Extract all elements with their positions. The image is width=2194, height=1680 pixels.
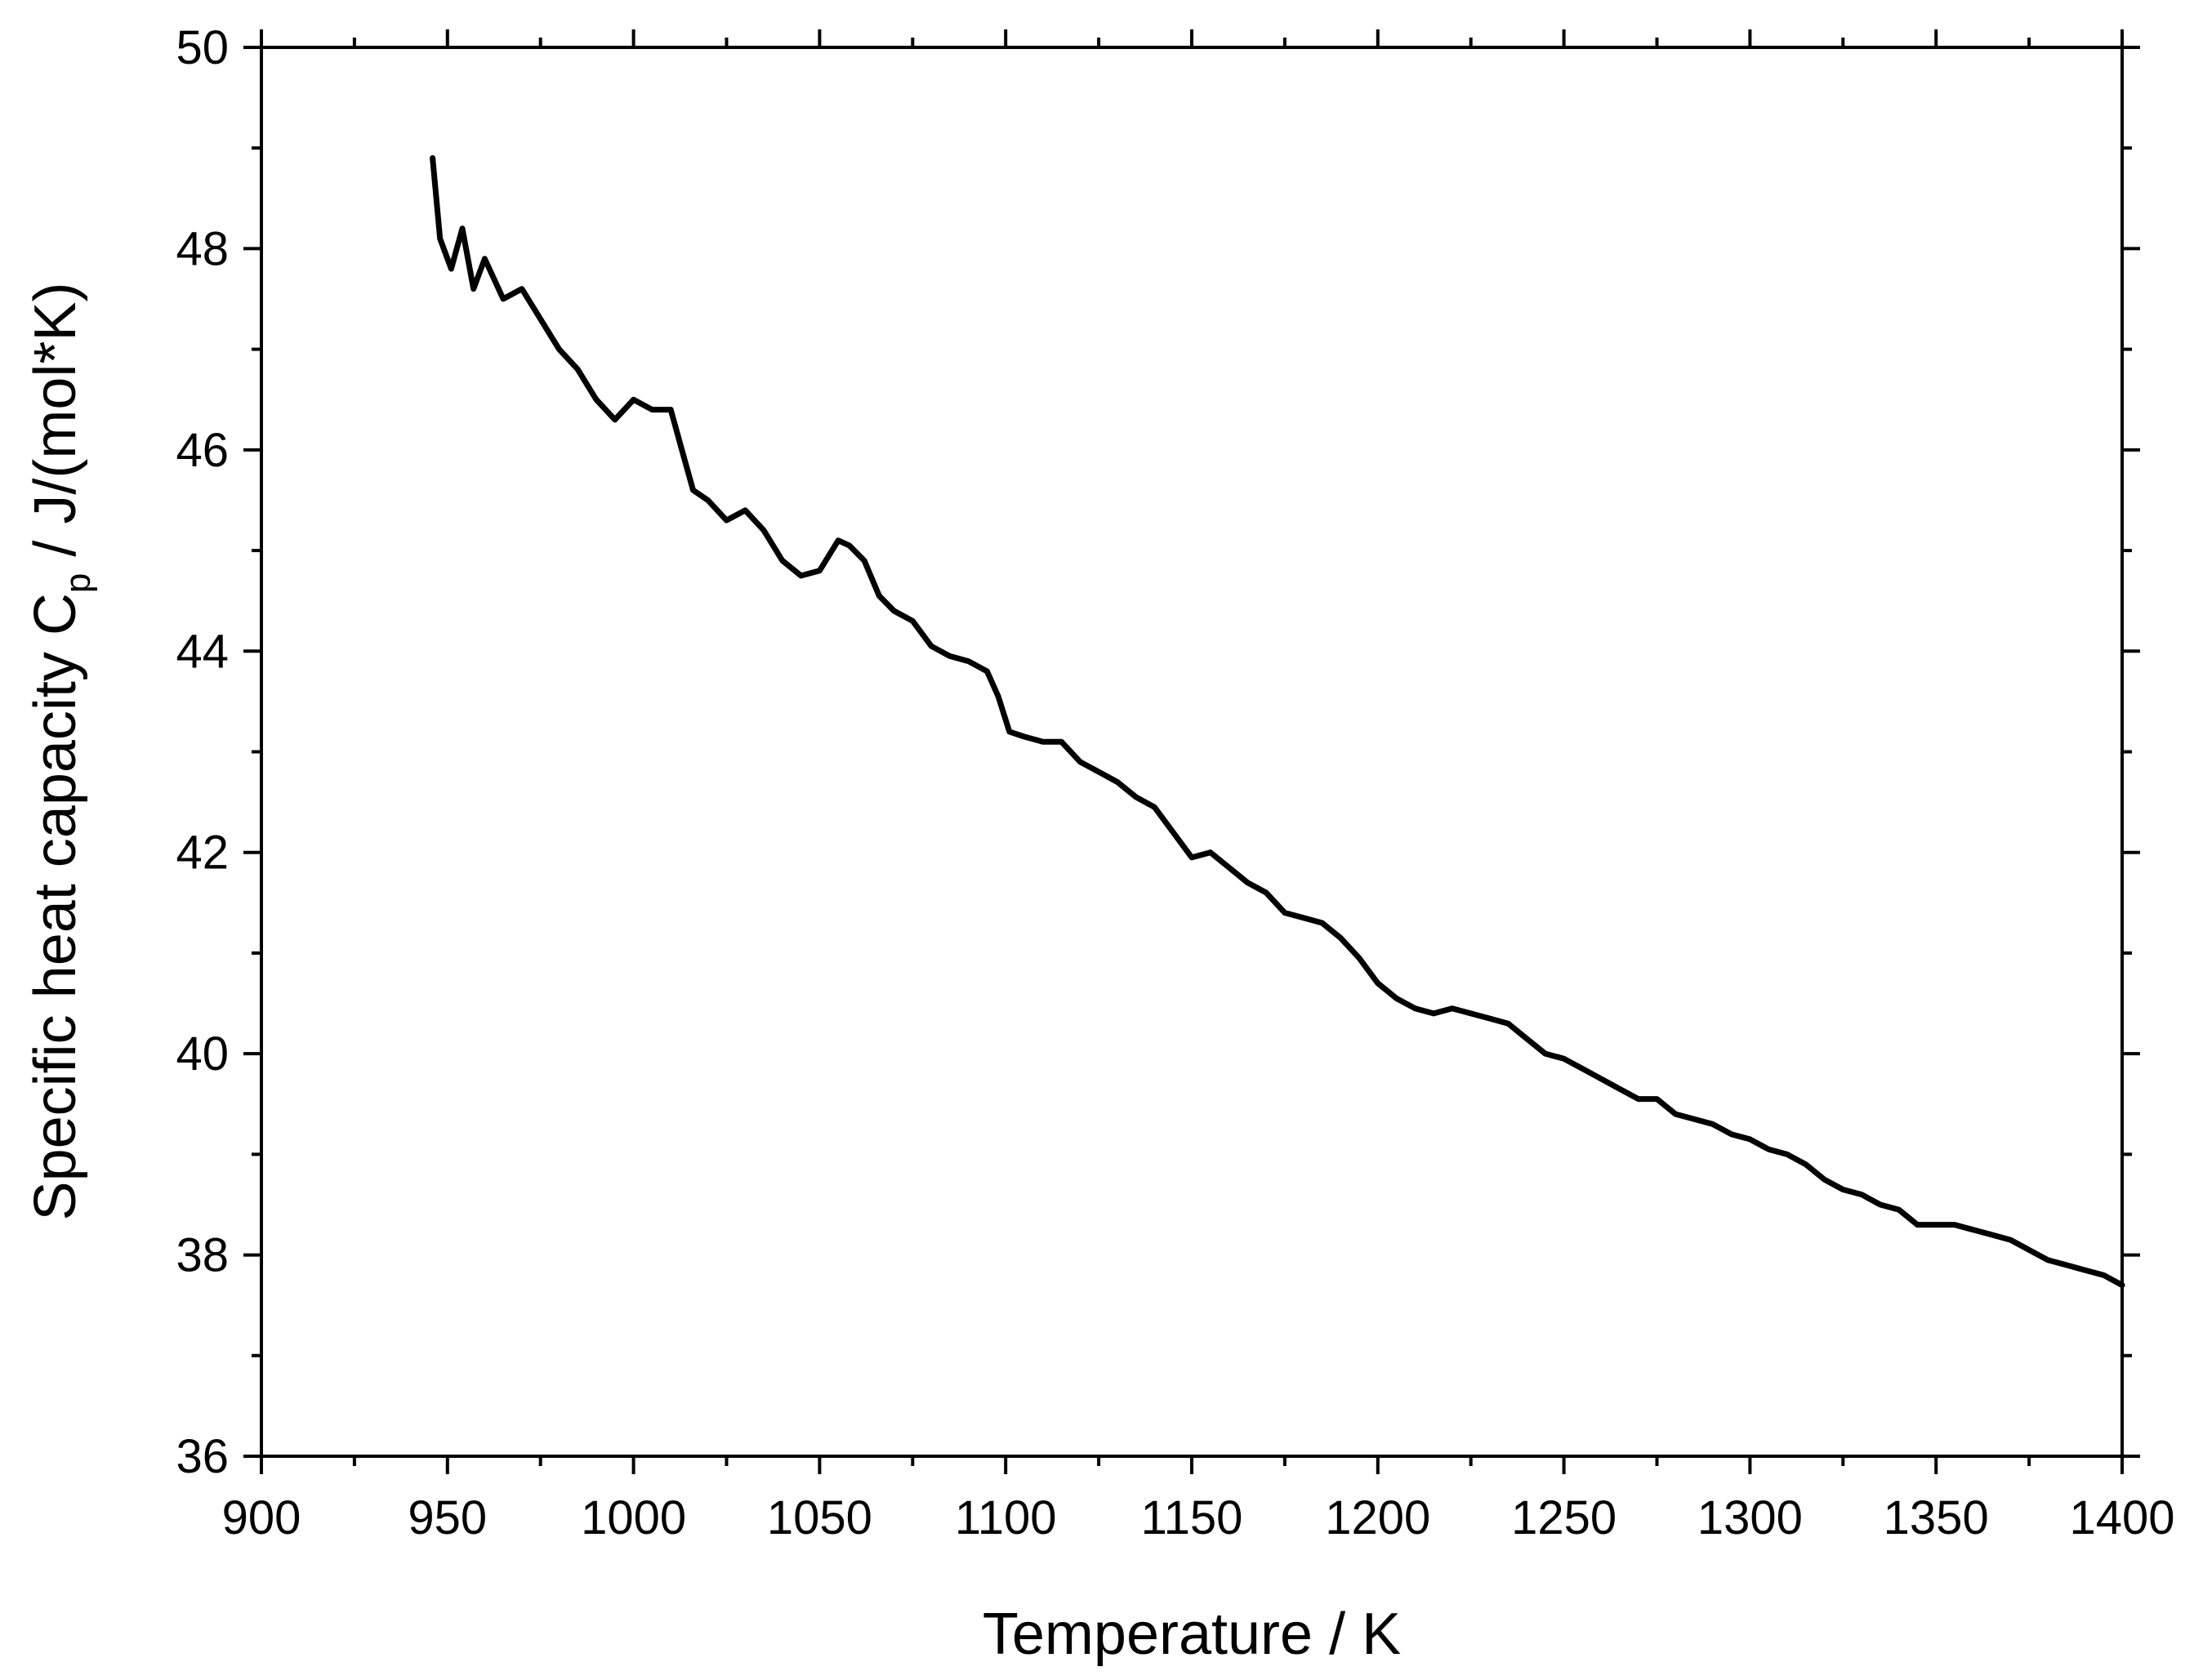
x-tick-label: 1000 [581,1491,686,1544]
x-tick-labels: 900 950 1000 1050 1100 1150 1200 1250 1300 1350 14… [222,1491,2175,1544]
y-axis-title-subscript: p [58,573,98,593]
x-tick-label: 1050 [767,1491,872,1544]
series-layer [430,155,2125,1288]
x-tick-label: 1400 [2069,1491,2174,1544]
y-tick-label: 44 [176,625,229,678]
x-tick-label: 1150 [1141,1491,1243,1544]
x-tick-label: 1350 [1884,1491,1989,1544]
y-tick-label: 40 [176,1027,229,1081]
x-tick-label: 1200 [1325,1491,1430,1544]
y-tick-label: 50 [176,21,229,74]
x-tick-label: 1300 [1697,1491,1803,1544]
y-tick-label: 46 [176,424,229,477]
x-tick-label: 1100 [955,1491,1057,1544]
y-tick-label: 48 [176,222,229,275]
x-tick-label: 1250 [1511,1491,1617,1544]
x-tick-label: 950 [408,1491,487,1544]
plot-frame [260,46,2124,1458]
y-axis-title-suffix: / J/(mol*K) [23,283,88,573]
y-tick-labels: 36 38 40 42 44 46 48 50 [176,21,229,1483]
y-tick-label: 36 [176,1430,229,1483]
y-tick-label: 38 [176,1229,229,1282]
x-axis-title: Temperature / K [983,1602,1401,1667]
y-axis-title-prefix: Specific heat capacity C [23,593,88,1220]
y-axis-title: Specific heat capacity Cp / J/(mol*K) [23,283,98,1221]
y-tick-label: 42 [176,827,229,880]
series-line-0 [430,155,2125,1288]
axis-ticks [243,29,2140,1474]
x-tick-label: 900 [222,1491,301,1544]
